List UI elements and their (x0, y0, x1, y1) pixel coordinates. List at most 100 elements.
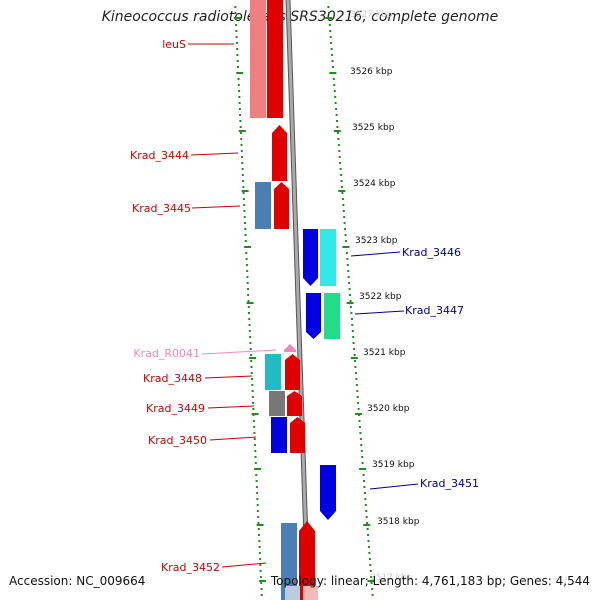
ruler-dot (259, 564, 262, 566)
ruler-dot (245, 252, 248, 254)
gene-krad-r0041 (284, 344, 296, 352)
ruler-dot (242, 180, 245, 182)
ruler-dot (250, 366, 253, 368)
ruler-dot (364, 504, 367, 506)
scale-label: 3522 kbp (359, 292, 402, 302)
ruler-dot (365, 510, 368, 512)
ruler-dot (235, 36, 238, 38)
ruler-dot (239, 120, 242, 122)
leader-line (354, 310, 405, 315)
ruler-dot (252, 408, 255, 410)
gene-leus-arrow (267, 0, 283, 118)
ruler-dot (236, 54, 239, 56)
ruler-dot (347, 276, 350, 278)
ruler-dot (240, 138, 243, 140)
ruler-dot (346, 258, 349, 260)
major-tick (363, 524, 371, 526)
ruler-dot (363, 480, 365, 482)
ruler-dot (355, 384, 358, 386)
scale-label: 3520 kbp (367, 404, 410, 414)
ruler-dot (251, 384, 254, 386)
ruler-dot (238, 96, 241, 98)
major-tick (256, 524, 264, 526)
ruler-dot (354, 366, 357, 368)
ruler-dot (254, 444, 256, 446)
ruler-dot (341, 192, 344, 194)
ruler-dot (239, 126, 242, 128)
ruler-dot (238, 108, 241, 110)
ruler-dot (240, 150, 243, 152)
ruler-dot (247, 288, 249, 290)
ruler-dot (238, 90, 241, 92)
ruler-dot (253, 438, 256, 440)
ruler-dot (247, 294, 250, 296)
gene-krad-3447 (306, 293, 321, 339)
ruler-dot (348, 282, 351, 284)
gene-krad-3452-bar (281, 523, 297, 600)
ruler-dot (347, 270, 350, 272)
gene-label: Krad_3450 (148, 434, 207, 447)
ruler-dot (256, 498, 259, 500)
major-tick (244, 246, 252, 248)
ruler-dot (352, 336, 355, 338)
ruler-dot (251, 390, 254, 392)
ruler-dot (361, 462, 364, 464)
ruler-dot (370, 582, 373, 584)
ruler-dot (247, 300, 250, 302)
ruler-dot (249, 354, 252, 356)
major-tick (355, 413, 362, 415)
ruler-dot (247, 306, 250, 308)
major-tick (241, 190, 249, 192)
ruler-dot (368, 558, 371, 560)
ruler-dot (256, 492, 259, 494)
ruler-dot (329, 30, 332, 32)
ruler-dot (257, 522, 260, 524)
ruler-dot (236, 60, 239, 62)
ruler-dot (255, 480, 258, 482)
ruler-dot (371, 588, 374, 590)
ruler-dot (339, 162, 342, 164)
gene-krad-3445-bar (255, 182, 271, 229)
ruler-dot (249, 336, 252, 338)
ruler-dot (366, 528, 369, 530)
gene-krad-3446 (303, 229, 318, 286)
ruler-dot (336, 132, 339, 134)
ruler-dot (245, 264, 248, 266)
scale-label: 3518 kbp (377, 517, 420, 527)
ruler-dot (368, 552, 371, 554)
ruler-dot (336, 120, 338, 122)
ruler-dot (337, 144, 340, 146)
ruler-dot (359, 438, 362, 440)
ruler-dot (370, 576, 373, 578)
ruler-dot (343, 216, 346, 218)
gene-krad-3450-bar (271, 417, 287, 453)
gene-krad-3452 (299, 521, 315, 600)
ruler-dot (335, 114, 338, 116)
gene-label: leuS (162, 38, 186, 51)
ruler-dot (353, 348, 356, 350)
ruler-dot (252, 402, 255, 404)
ruler-dot (258, 534, 260, 536)
ruler-dot (349, 300, 352, 302)
ruler-dot (345, 240, 347, 242)
ruler-dot (363, 492, 366, 494)
ruler-dot (250, 372, 253, 374)
leader-line (207, 405, 255, 409)
right-ruler-track (325, 6, 375, 596)
ruler-dot (242, 198, 245, 200)
ruler-dot (358, 426, 361, 428)
leader-line (191, 205, 241, 209)
ruler-dot (260, 582, 263, 584)
gene-label: Krad_3452 (161, 561, 220, 574)
ruler-dot (371, 594, 374, 596)
ruler-dot (246, 270, 249, 272)
ruler-dot (358, 420, 361, 422)
major-tick (342, 246, 350, 248)
ruler-dot (333, 90, 336, 92)
scale-label: 3523 kbp (355, 236, 398, 246)
major-tick (367, 580, 375, 582)
ruler-dot (327, 12, 330, 14)
ruler-dot (357, 408, 360, 410)
ruler-dot (234, 6, 237, 8)
ruler-dot (244, 234, 247, 236)
